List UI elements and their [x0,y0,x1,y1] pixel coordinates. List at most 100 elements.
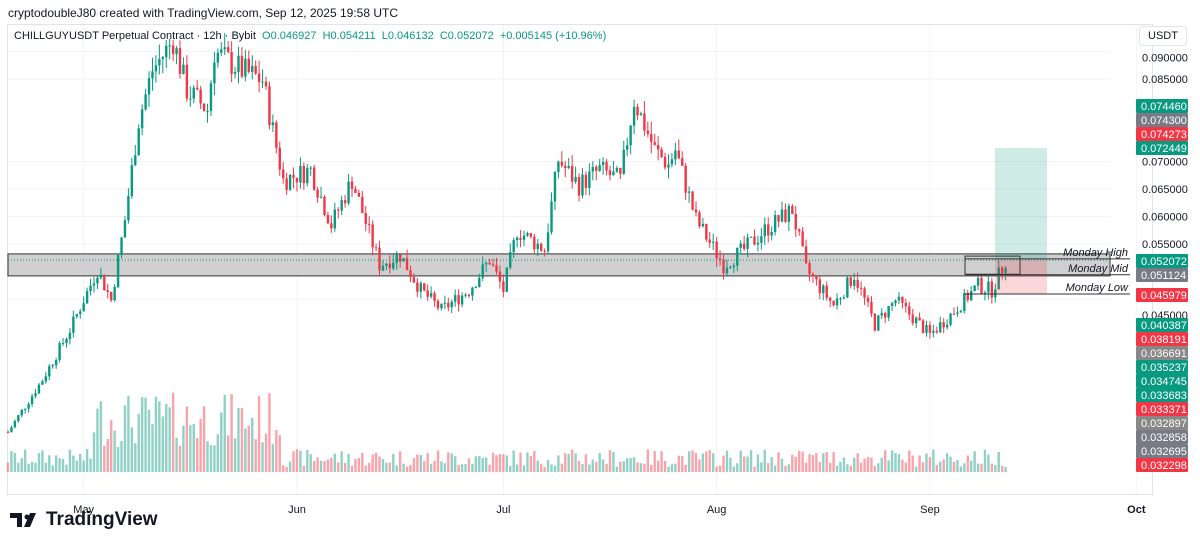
candle-body [863,288,866,298]
volume-bar [113,430,116,472]
candle-body [787,206,791,222]
candle-body [529,233,533,237]
volume-bar [515,464,519,472]
volume-bar [777,452,780,472]
candle-body [725,267,729,274]
candle-body [557,161,560,172]
volume-bar [908,450,911,472]
candle-body [760,236,763,243]
price-label-text: 0.032858 [1141,432,1187,444]
candle-body [392,262,395,269]
candle-body [209,83,213,111]
candle-body [536,243,539,250]
candle-body [505,267,508,292]
candle-body [973,285,976,292]
candle-body [945,324,949,328]
candle-body [619,167,622,174]
candle-body [828,297,832,301]
candle-body [312,167,316,190]
candle-body [825,285,828,298]
volume-bar [440,461,443,472]
candle-body [319,196,323,198]
candle-body [818,279,822,294]
candle-body [436,300,440,309]
candle-body [601,161,605,166]
candle-body [842,297,846,299]
volume-bar [502,454,505,472]
volume-bar [264,433,268,472]
volume-bar [426,453,429,472]
candle-body [368,223,371,225]
volume-bar [154,396,158,472]
volume-bar [436,450,440,472]
candle-body [216,52,220,63]
volume-bar [691,450,694,472]
volume-bar [158,401,161,472]
high-value: H0.054211 [322,30,376,42]
volume-bar [68,449,72,472]
volume-bar [584,454,588,472]
volume-bar [96,408,99,472]
volume-bar [567,453,570,472]
candle-body [106,290,109,292]
volume-bar [350,465,354,472]
volume-bar [746,456,749,472]
candle-body [316,189,319,198]
volume-bar [942,459,945,472]
volume-bar [595,461,598,472]
volume-bar [368,462,371,472]
price-label-text: 0.074300 [1141,115,1187,127]
candle-body [832,300,835,306]
volume-bar [749,450,753,472]
volume-bar [230,393,233,472]
volume-bar [612,452,615,472]
candle-body [798,229,801,232]
volume-bar [701,453,705,472]
candle-body [34,393,37,397]
candle-body [275,122,278,148]
volume-bar [839,461,842,472]
volume-bar [925,453,928,472]
candle-body [257,73,261,82]
candle-body [20,409,23,416]
candle-body [636,106,639,116]
price-label [1136,430,1188,444]
volume-bar [804,462,808,472]
candle-body [921,320,925,333]
candle-body [911,314,914,324]
volume-bar [901,459,904,472]
volume-bar [127,395,130,472]
volume-bar [261,442,264,472]
volume-bar [577,460,581,472]
volume-bar [41,450,44,472]
volume-bar [24,449,27,472]
tradingview-logo[interactable]: TradingView [10,509,158,531]
volume-bar [147,409,151,472]
volume-bar [72,455,75,472]
volume-bar [1004,466,1007,472]
volume-bar [10,451,13,472]
candle-body [491,264,495,266]
volume-bar [161,416,164,472]
candle-body [794,214,797,230]
volume-bar [904,462,908,472]
volume-bar [976,463,980,472]
volume-bar [767,463,770,472]
candle-body [519,237,522,240]
price-label-text: 0.045979 [1141,290,1187,302]
volume-bar [705,451,708,472]
candle-body [884,312,887,318]
candle-body [460,295,464,305]
candle-body [877,315,880,331]
volume-bar [165,403,168,472]
candle-body [808,263,811,275]
symbol-legend: CHILLGUYUSDT Perpetual Contract · 12h · … [14,30,606,42]
candle-body [213,62,216,84]
currency-button[interactable]: USDT [1139,26,1187,46]
volume-bar [257,396,261,472]
candle-body [732,265,736,268]
candle-body [409,270,412,278]
candle-body [412,277,416,283]
volume-bar [880,457,883,472]
